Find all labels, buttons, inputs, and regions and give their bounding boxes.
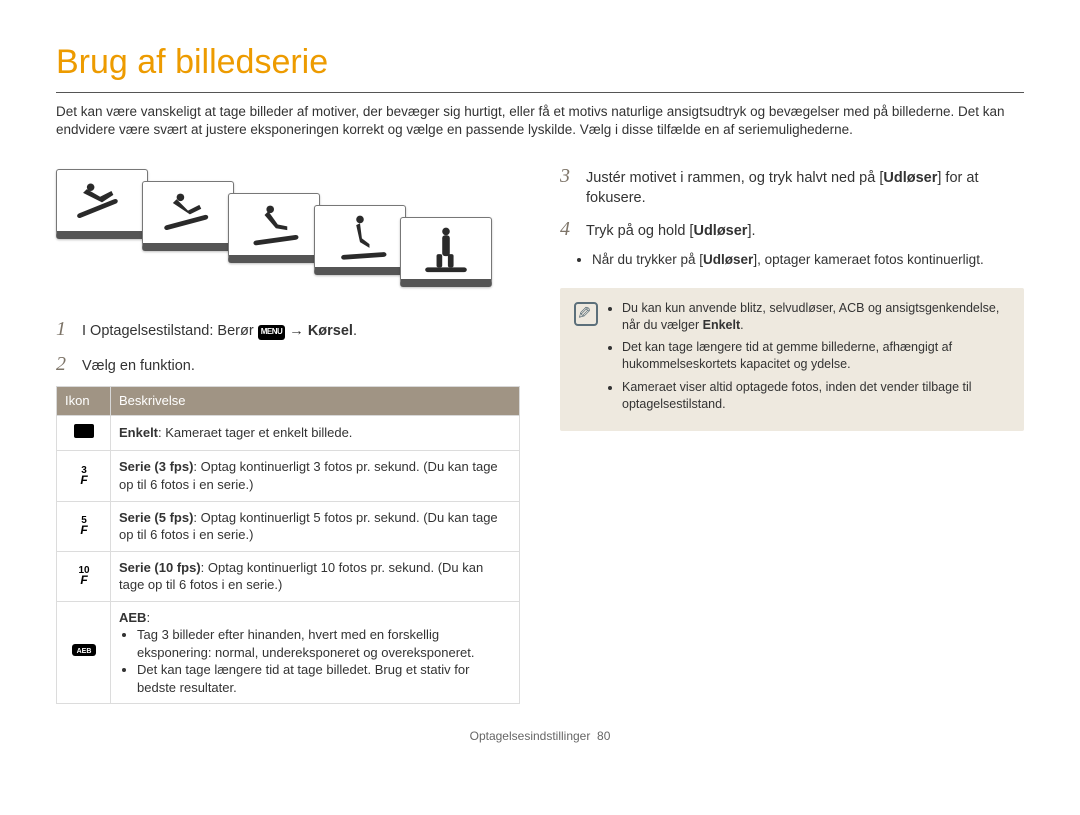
page-footer: Optagelsesindstillinger 80	[56, 728, 1024, 744]
table-head-icon: Ikon	[57, 387, 111, 416]
svg-text:F: F	[80, 523, 88, 535]
step-number: 2	[56, 351, 72, 378]
drive-mode-table: Ikon Beskrivelse Enkelt: Kameraet tager …	[56, 386, 520, 704]
note-item: Kameraet viser altid optagede fotos, ind…	[622, 379, 1010, 413]
mode-icon-3fps: 3F	[57, 451, 111, 501]
table-row: 5F Serie (5 fps): Optag kontinuerligt 5 …	[57, 501, 520, 551]
svg-text:F: F	[80, 473, 88, 485]
svg-text:F: F	[80, 573, 88, 585]
svg-text:AEB: AEB	[76, 648, 91, 655]
table-row: Enkelt: Kameraet tager et enkelt billede…	[57, 415, 520, 451]
step-1-text: I Optagelsestilstand: Berør MENU → Kørse…	[82, 322, 520, 342]
menu-icon: MENU	[258, 325, 286, 340]
note-item: Det kan tage længere tid at gemme billed…	[622, 339, 1010, 373]
mode-icon-single	[57, 415, 111, 451]
table-row: AEB AEB: Tag 3 billeder efter hinanden, …	[57, 601, 520, 704]
step-number: 4	[560, 216, 576, 243]
mode-icon-5fps: 5F	[57, 501, 111, 551]
note-box: Du kan kun anvende blitz, selvudløser, A…	[560, 288, 1024, 431]
step-4-sub: Når du trykker på [Udløser], optager kam…	[592, 251, 1024, 269]
page-title: Brug af billedserie	[56, 40, 1024, 93]
note-item: Du kan kun anvende blitz, selvudløser, A…	[622, 300, 1010, 334]
step-3-text: Justér motivet i rammen, og tryk halvt n…	[586, 169, 1024, 208]
mode-icon-aeb: AEB	[57, 601, 111, 704]
intro-paragraph: Det kan være vanskeligt at tage billeder…	[56, 103, 1024, 139]
step-number: 1	[56, 316, 72, 343]
burst-frames-illustration	[56, 169, 520, 294]
mode-icon-10fps: 10F	[57, 551, 111, 601]
table-row: 3F Serie (3 fps): Optag kontinuerligt 3 …	[57, 451, 520, 501]
step-2-text: Vælg en funktion.	[82, 357, 520, 377]
table-row: 10F Serie (10 fps): Optag kontinuerligt …	[57, 551, 520, 601]
step-4-text: Tryk på og hold [Udløser].	[586, 222, 1024, 242]
table-head-desc: Beskrivelse	[111, 387, 520, 416]
step-number: 3	[560, 163, 576, 190]
